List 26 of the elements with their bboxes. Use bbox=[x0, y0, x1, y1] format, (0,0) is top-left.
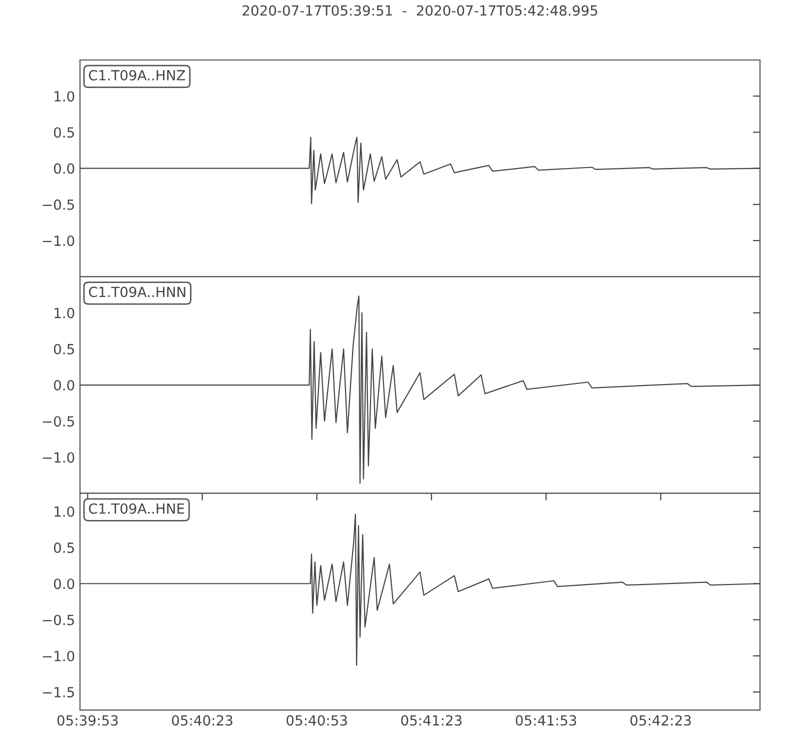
x-tick-label: 05:39:53 bbox=[57, 715, 118, 726]
annotation: C1.T09A..HNZ bbox=[88, 70, 186, 80]
y-tick-label: −1.5 bbox=[42, 687, 74, 698]
y-tick-label: 0.5 bbox=[54, 127, 74, 138]
y-tick-label: 0.0 bbox=[54, 380, 74, 390]
y-tick-label: 0.5 bbox=[54, 542, 74, 553]
y-tick-label: −0.5 bbox=[42, 416, 74, 427]
y-tick-label: −1.0 bbox=[42, 650, 74, 662]
y-tick-label: 0.0 bbox=[54, 578, 74, 590]
x-tick-label: 05:40:23 bbox=[172, 715, 232, 726]
y-tick-label: −1.0 bbox=[42, 452, 74, 463]
y-tick-label: −0.5 bbox=[42, 614, 74, 626]
x-tick-label: 05:41:23 bbox=[401, 715, 462, 726]
y-tick-label: −0.5 bbox=[42, 199, 74, 210]
y-tick-label: 1.0 bbox=[54, 308, 74, 318]
y-tick-label: −1.0 bbox=[42, 236, 74, 246]
annotation: C1.T09A..HNN bbox=[88, 286, 186, 298]
chart-title: 2020-07-17T05:39:51 - 2020-07-17T05:42:48.995 bbox=[242, 5, 598, 16]
y-tick-label: 1.0 bbox=[54, 91, 74, 102]
y-tick-label: 0.5 bbox=[54, 344, 74, 354]
y-tick-label: 1.0 bbox=[54, 506, 74, 517]
annotation: C1.T09A..HNE bbox=[88, 503, 184, 514]
y-tick-label: 0.0 bbox=[54, 163, 74, 174]
x-tick-label: 05:40:53 bbox=[286, 715, 347, 726]
x-tick-label: 05:41:53 bbox=[516, 715, 576, 726]
x-tick-label: 05:42:23 bbox=[630, 715, 691, 726]
